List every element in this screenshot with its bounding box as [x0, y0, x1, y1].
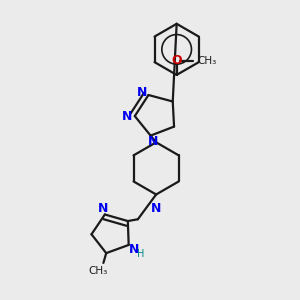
Text: N: N — [122, 110, 132, 123]
Text: CH₃: CH₃ — [198, 56, 217, 66]
Text: N: N — [151, 202, 161, 215]
Text: H: H — [137, 248, 145, 259]
Text: CH₃: CH₃ — [89, 266, 108, 276]
Text: O: O — [171, 54, 182, 67]
Text: N: N — [136, 86, 147, 99]
Text: N: N — [129, 243, 140, 256]
Text: N: N — [148, 135, 158, 148]
Text: N: N — [98, 202, 109, 215]
